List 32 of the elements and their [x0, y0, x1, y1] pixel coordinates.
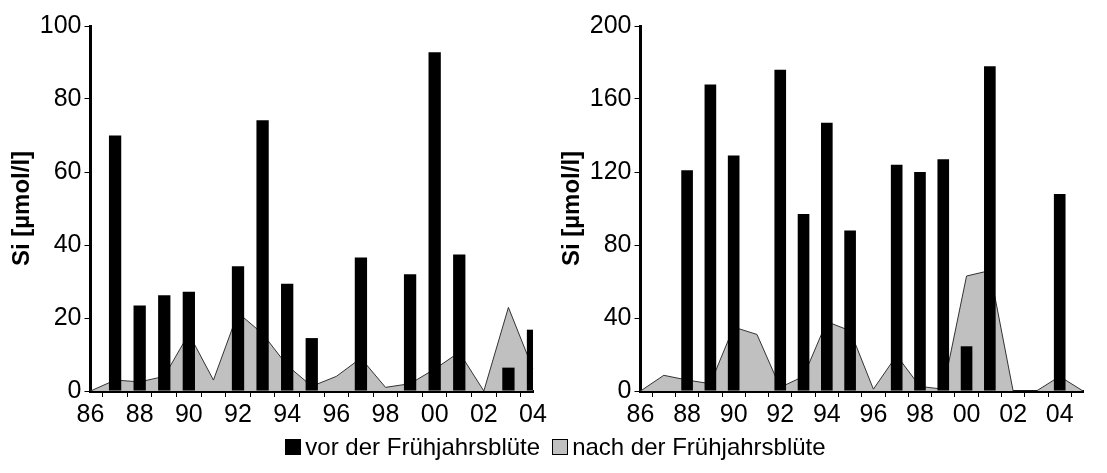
y-tick-label: 20 [53, 301, 82, 330]
x-tick-label: 96 [859, 398, 888, 427]
y-tick-label: 40 [603, 301, 632, 330]
y-axis-title: Si [µmol/l] [557, 150, 585, 267]
x-tick-label: 00 [952, 398, 981, 427]
y-tick-label: 120 [589, 155, 632, 184]
y-tick-label: 200 [589, 9, 632, 38]
y-tick-label: 40 [53, 228, 82, 257]
x-tick-label: 04 [519, 398, 547, 427]
x-tick-label: 94 [812, 398, 841, 427]
y-tick-label: 80 [603, 228, 632, 257]
x-tick-label: 04 [1045, 398, 1074, 427]
x-tick-label: 98 [906, 398, 934, 427]
y-tick-label: 100 [39, 9, 82, 38]
y-tick-label: 160 [589, 82, 632, 111]
x-tick-label: 94 [273, 398, 302, 427]
y-tick-label: 80 [53, 82, 82, 111]
x-tick-label: 90 [719, 398, 748, 427]
legend-label: vor der Frühjahrsblüte [305, 433, 541, 461]
x-tick-label: 00 [420, 398, 449, 427]
x-tick-label: 88 [673, 398, 701, 427]
x-tick-label: 98 [371, 398, 400, 427]
y-tick-label: 60 [53, 155, 82, 184]
y-axis-title: Si [µmol/l] [7, 150, 35, 267]
x-tick-label: 02 [999, 398, 1028, 427]
x-tick-label: 02 [469, 398, 498, 427]
x-tick-label: 92 [766, 398, 795, 427]
x-tick-label: 88 [125, 398, 154, 427]
x-tick-label: 90 [174, 398, 203, 427]
x-tick-label: 92 [224, 398, 252, 427]
x-tick-label: 96 [322, 398, 351, 427]
legend-label: nach der Frühjahrsblüte [572, 433, 826, 461]
